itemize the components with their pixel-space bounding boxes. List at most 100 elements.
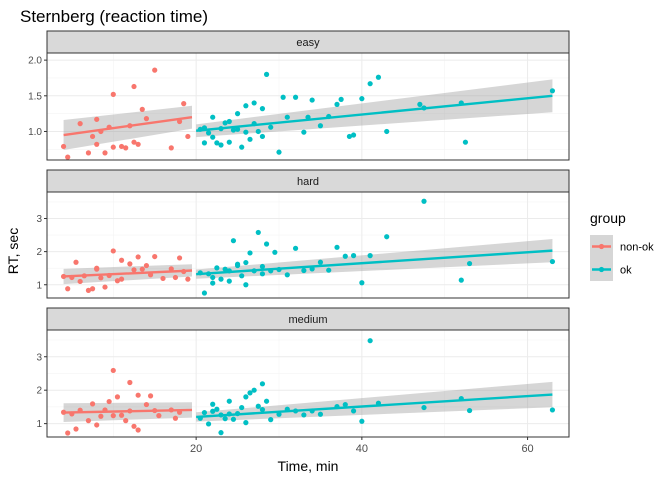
data-point-ok: [342, 401, 348, 408]
data-point-ok: [255, 128, 261, 135]
data-point-ok: [210, 134, 216, 140]
data-point-non-ok: [65, 430, 71, 436]
data-point-ok: [367, 338, 373, 344]
data-point-non-ok: [65, 154, 71, 160]
data-point-ok: [243, 129, 249, 135]
data-point-non-ok: [85, 150, 92, 156]
data-point-non-ok: [89, 133, 96, 140]
data-point-ok: [338, 96, 344, 102]
data-point-ok: [214, 265, 220, 271]
data-point-ok: [263, 71, 270, 77]
data-point-ok: [317, 411, 324, 417]
data-point-ok: [230, 127, 237, 133]
data-point-non-ok: [60, 143, 67, 150]
facet-strip-label: easy: [296, 37, 320, 49]
data-point-non-ok: [131, 83, 137, 90]
data-point-ok: [359, 96, 365, 102]
y-tick-label: 1: [36, 280, 42, 291]
data-point-ok: [234, 111, 241, 117]
data-point-ok: [276, 149, 282, 155]
y-tick-label: 1: [36, 419, 42, 430]
data-point-ok: [222, 266, 228, 272]
data-point-non-ok: [106, 398, 112, 405]
data-point-ok: [239, 404, 245, 411]
data-point-non-ok: [94, 266, 100, 272]
data-point-ok: [243, 394, 249, 400]
data-point-non-ok: [181, 101, 187, 107]
data-point-ok: [259, 381, 266, 387]
data-point-non-ok: [94, 141, 100, 147]
fit-line-non-ok: [63, 269, 193, 278]
data-point-ok: [384, 234, 390, 240]
fit-line-ok: [196, 393, 553, 419]
data-point-non-ok: [135, 427, 141, 433]
legend-key-point: [598, 266, 605, 273]
x-axis-label: Time, min: [278, 458, 339, 474]
data-point-non-ok: [114, 394, 121, 400]
data-point-ok: [263, 398, 270, 404]
data-point-ok: [259, 133, 266, 140]
data-point-non-ok: [98, 413, 104, 419]
data-point-non-ok: [123, 418, 129, 424]
y-tick-label: 2: [36, 247, 42, 258]
data-point-ok: [549, 88, 556, 94]
facet-panel-medium: medium 1 2 3: [36, 307, 570, 438]
data-point-ok: [201, 409, 208, 416]
data-point-ok: [292, 245, 299, 251]
data-point-ok: [243, 420, 249, 426]
data-point-non-ok: [110, 248, 116, 254]
panel-background: [47, 330, 569, 437]
panel-border: [46, 52, 570, 161]
data-point-ok: [210, 408, 216, 414]
facet-strip-label: hard: [297, 176, 319, 188]
data-point-ok: [214, 406, 220, 412]
data-point-non-ok: [123, 145, 129, 151]
data-point-non-ok: [73, 259, 79, 265]
data-point-non-ok: [110, 91, 116, 97]
x-tick-label: 60: [521, 443, 533, 455]
data-point-non-ok: [172, 274, 179, 281]
facet-panel-hard: hard 1 2 3: [36, 169, 570, 299]
data-point-non-ok: [94, 116, 100, 122]
chart-title: Sternberg (reaction time): [20, 7, 208, 26]
data-point-non-ok: [160, 275, 166, 282]
data-point-ok: [263, 241, 270, 247]
data-point-ok: [218, 276, 224, 282]
data-point-non-ok: [127, 261, 133, 267]
data-point-ok: [334, 101, 340, 107]
data-point-ok: [421, 404, 427, 411]
data-point-non-ok: [135, 254, 141, 260]
data-point-ok: [234, 262, 241, 269]
data-point-non-ok: [110, 144, 116, 150]
data-point-ok: [259, 406, 266, 413]
data-point-ok: [367, 81, 373, 87]
data-point-ok: [301, 412, 307, 418]
data-point-ok: [280, 94, 286, 100]
data-point-non-ok: [77, 278, 83, 285]
data-point-non-ok: [143, 401, 150, 408]
data-point-ok: [334, 244, 340, 250]
data-point-non-ok: [139, 266, 145, 272]
legend-key-point: [598, 243, 605, 250]
data-point-ok: [201, 290, 208, 296]
data-point-ok: [342, 253, 348, 259]
data-point-non-ok: [85, 418, 92, 424]
data-point-ok: [247, 136, 253, 142]
data-point-ok: [317, 123, 324, 129]
data-point-ok: [210, 401, 216, 407]
y-tick-label: 3: [36, 352, 42, 363]
data-point-ok: [210, 280, 216, 286]
data-point-ok: [226, 278, 232, 284]
data-point-non-ok: [102, 284, 108, 290]
data-point-non-ok: [118, 276, 125, 282]
data-point-ok: [272, 249, 278, 255]
data-point-ok: [247, 250, 253, 256]
data-point-ok: [326, 267, 332, 273]
data-point-non-ok: [131, 267, 137, 273]
legend-entry-label: ok: [620, 265, 632, 277]
data-point-non-ok: [135, 141, 141, 147]
data-point-ok: [205, 130, 212, 136]
data-point-non-ok: [118, 257, 125, 263]
